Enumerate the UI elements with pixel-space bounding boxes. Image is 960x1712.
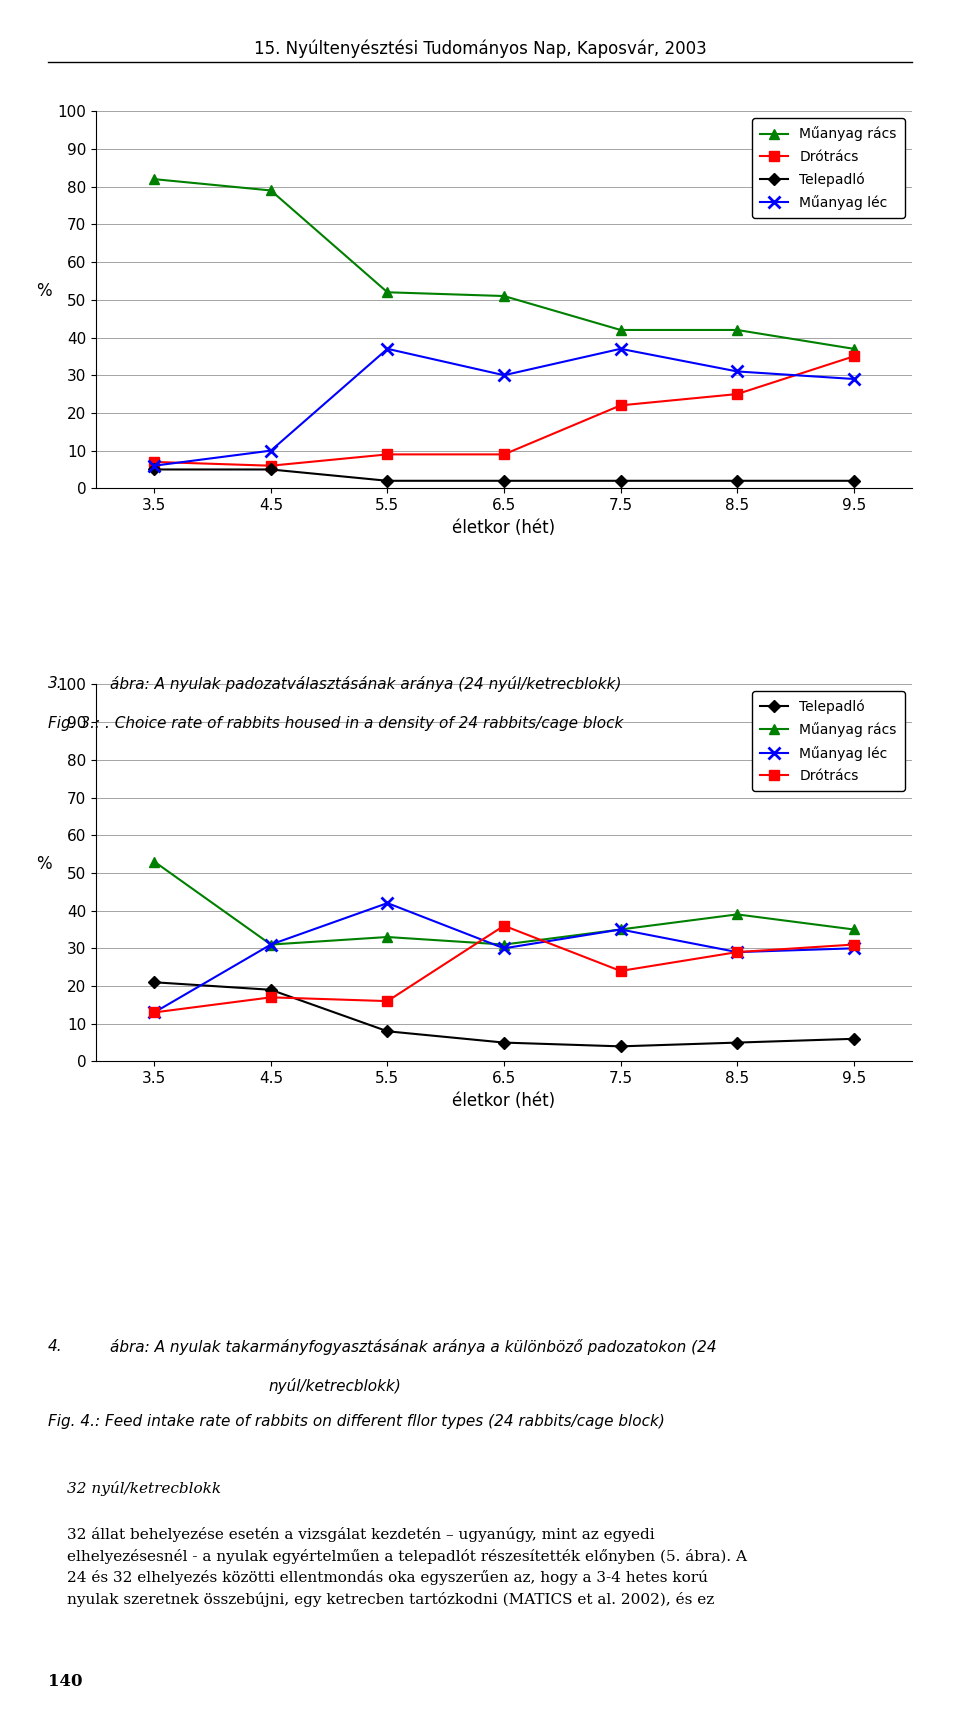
- Drótrács: [848, 935, 859, 955]
- Műanyag léc: [149, 455, 160, 476]
- Műanyag rács: [614, 320, 626, 341]
- Line: Telepadló: Telepadló: [150, 466, 858, 484]
- Drótrács: [614, 395, 626, 416]
- Drótrács: [265, 455, 276, 476]
- Line: Telepadló: Telepadló: [150, 978, 858, 1051]
- Műanyag rács: [848, 919, 859, 940]
- Y-axis label: %: %: [36, 854, 51, 873]
- Drótrács: [265, 988, 276, 1008]
- Telepadló: [265, 979, 276, 1000]
- Műanyag léc: [498, 938, 510, 959]
- Telepadló: [614, 1036, 626, 1056]
- Műanyag rács: [265, 935, 276, 955]
- Műanyag léc: [382, 894, 394, 914]
- Telepadló: [265, 459, 276, 479]
- Line: Drótrács: Drótrács: [150, 351, 858, 471]
- Műanyag rács: [382, 926, 394, 947]
- Műanyag léc: [614, 919, 626, 940]
- Text: ábra: A nyulak takarmányfogyasztásának aránya a különböző padozatokon (24: ábra: A nyulak takarmányfogyasztásának a…: [110, 1339, 717, 1354]
- Telepadló: [382, 471, 394, 491]
- Drótrács: [382, 443, 394, 464]
- Telepadló: [732, 1032, 743, 1053]
- Műanyag rács: [149, 169, 160, 190]
- Telepadló: [149, 459, 160, 479]
- Műanyag rács: [848, 339, 859, 360]
- Műanyag léc: [382, 339, 394, 360]
- Line: Műanyag rács: Műanyag rács: [150, 175, 858, 354]
- Text: 4.: 4.: [48, 1339, 62, 1354]
- Telepadló: [498, 1032, 510, 1053]
- Telepadló: [149, 972, 160, 993]
- X-axis label: életkor (hét): életkor (hét): [452, 1092, 556, 1109]
- Text: Fig. 4.: Feed intake rate of rabbits on different fllor types (24 rabbits/cage b: Fig. 4.: Feed intake rate of rabbits on …: [48, 1414, 665, 1430]
- Drótrács: [498, 916, 510, 936]
- Műanyag rács: [382, 282, 394, 303]
- Műanyag léc: [614, 339, 626, 360]
- Telepadló: [732, 471, 743, 491]
- Text: 15. Nyúltenyésztési Tudományos Nap, Kaposvár, 2003: 15. Nyúltenyésztési Tudományos Nap, Kapo…: [253, 39, 707, 58]
- Műanyag rács: [732, 904, 743, 924]
- Telepadló: [382, 1020, 394, 1041]
- Line: Drótrács: Drótrács: [150, 921, 858, 1017]
- Műanyag léc: [498, 365, 510, 385]
- Telepadló: [848, 471, 859, 491]
- Drótrács: [498, 443, 510, 464]
- Legend: Műanyag rács, Drótrács, Telepadló, Műanyag léc: Műanyag rács, Drótrács, Telepadló, Műany…: [752, 118, 905, 217]
- Text: nyúl/ketrecblokk): nyúl/ketrecblokk): [269, 1378, 401, 1394]
- Műanyag rács: [149, 851, 160, 871]
- Text: 32 nyúl/ketrecblokk: 32 nyúl/ketrecblokk: [67, 1481, 222, 1496]
- Telepadló: [848, 1029, 859, 1049]
- Drótrács: [149, 1002, 160, 1022]
- Műanyag léc: [265, 935, 276, 955]
- Text: 32 állat behelyezése esetén a vizsgálat kezdetén – ugyanúgy, mint az egyedi
elhe: 32 állat behelyezése esetén a vizsgálat …: [67, 1527, 747, 1608]
- Y-axis label: %: %: [36, 282, 51, 300]
- Műanyag rács: [614, 919, 626, 940]
- Műanyag léc: [848, 938, 859, 959]
- Műanyag rács: [265, 180, 276, 200]
- Line: Műanyag rács: Műanyag rács: [150, 856, 858, 950]
- X-axis label: életkor (hét): életkor (hét): [452, 519, 556, 536]
- Műanyag léc: [265, 440, 276, 461]
- Drótrács: [149, 452, 160, 473]
- Legend: Telepadló, Műanyag rács, Műanyag léc, Drótrács: Telepadló, Műanyag rács, Műanyag léc, Dr…: [752, 692, 905, 791]
- Line: Műanyag léc: Műanyag léc: [148, 342, 860, 473]
- Drótrács: [848, 346, 859, 366]
- Text: 3.: 3.: [48, 676, 62, 692]
- Text: Fig. 3.: . Choice rate of rabbits housed in a density of 24 rabbits/cage block: Fig. 3.: . Choice rate of rabbits housed…: [48, 716, 623, 731]
- Text: 140: 140: [48, 1673, 83, 1690]
- Műanyag léc: [732, 942, 743, 962]
- Text: ábra: A nyulak padozatválasztásának aránya (24 nyúl/ketrecblokk): ábra: A nyulak padozatválasztásának arán…: [110, 676, 622, 692]
- Műanyag léc: [732, 361, 743, 382]
- Drótrács: [614, 960, 626, 981]
- Műanyag léc: [848, 368, 859, 389]
- Műanyag rács: [732, 320, 743, 341]
- Drótrács: [732, 942, 743, 962]
- Line: Műanyag léc: Műanyag léc: [148, 897, 860, 1019]
- Telepadló: [614, 471, 626, 491]
- Műanyag rács: [498, 935, 510, 955]
- Műanyag léc: [149, 1002, 160, 1022]
- Drótrács: [732, 383, 743, 404]
- Drótrács: [382, 991, 394, 1012]
- Telepadló: [498, 471, 510, 491]
- Műanyag rács: [498, 286, 510, 306]
